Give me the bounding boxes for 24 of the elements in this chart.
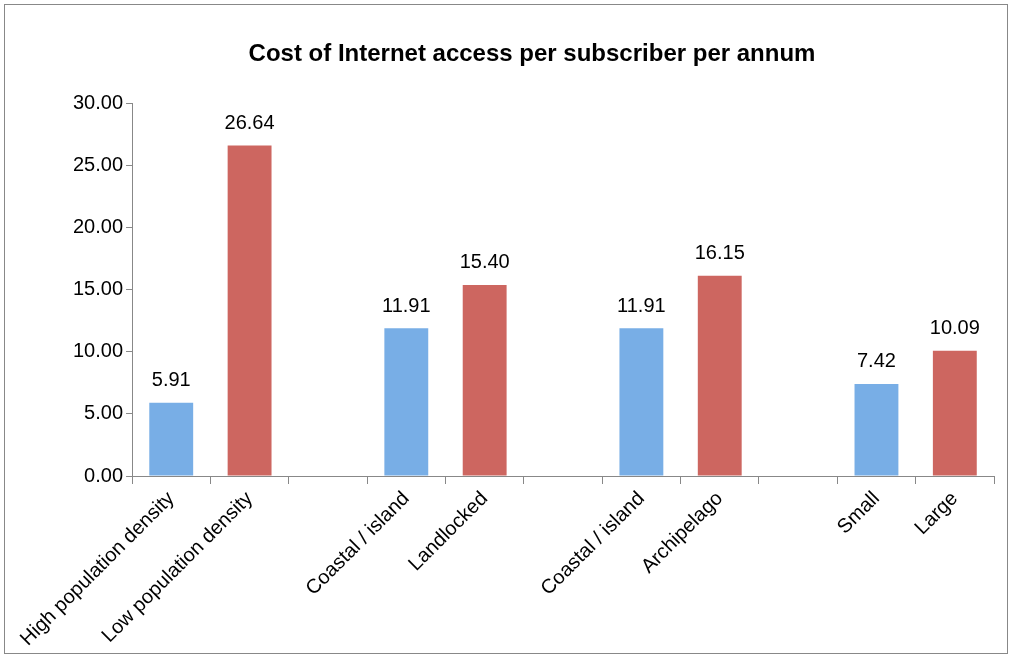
bar [854,383,899,476]
bar [619,328,664,476]
bar [697,275,742,476]
y-tick-label: 30.00 [72,91,124,114]
bar [462,284,507,476]
data-label: 10.09 [929,316,980,339]
y-tick-label: 15.00 [72,277,124,300]
y-tick-label: 5.00 [84,401,124,424]
data-label: 11.91 [617,293,666,316]
bar [227,145,272,476]
data-label: 7.42 [856,349,896,372]
y-tick-label: 0.00 [84,463,124,486]
data-label: 16.15 [694,241,745,264]
bar [932,350,977,476]
chart-title: Cost of Internet access per subscriber per annum [248,39,816,67]
data-label: 11.91 [382,293,431,316]
bar [384,328,429,476]
bar [149,402,194,476]
data-label: 15.40 [459,250,510,273]
y-tick-label: 10.00 [72,339,124,362]
y-tick-label: 20.00 [72,215,124,238]
data-label: 5.91 [151,368,191,391]
data-label: 26.64 [224,111,275,133]
y-tick-label: 25.00 [72,153,124,176]
